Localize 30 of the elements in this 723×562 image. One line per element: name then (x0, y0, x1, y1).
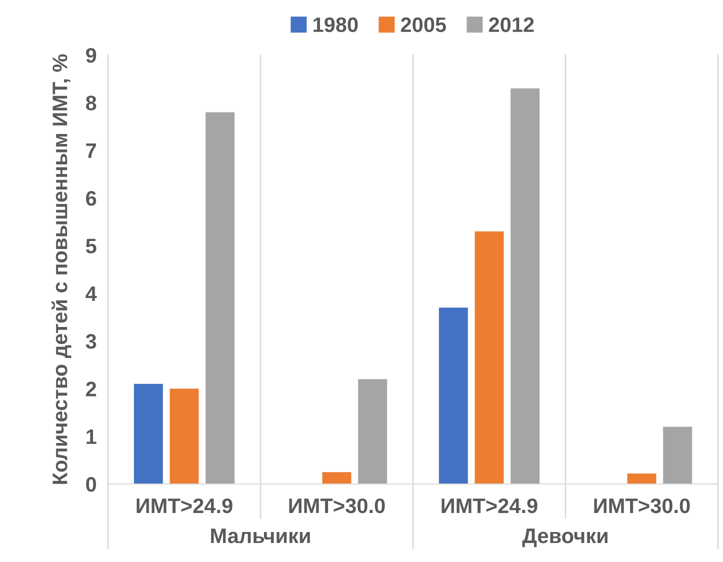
y-tick-label: 9 (86, 48, 96, 63)
bar (663, 426, 692, 484)
y-tick-label: 0 (86, 477, 96, 492)
text: Мальчики (211, 528, 310, 544)
y-tick-label: 8 (86, 96, 96, 110)
bar (627, 474, 656, 484)
bar (134, 384, 163, 484)
x-tick-label: ИМТ>24.9 (136, 498, 232, 514)
legend-label: 2005 (400, 17, 446, 32)
y-axis-title: Количество детей с повышенным ИМТ, % (52, 54, 72, 484)
text: Девочки (522, 528, 608, 548)
x-tick-label: ИМТ>24.9 (442, 498, 538, 514)
y-tick-label: 2 (86, 382, 96, 396)
y-tick-label: 3 (86, 334, 96, 349)
bar (322, 472, 352, 484)
y-tick-label: 1 (86, 430, 96, 444)
y-tick-label: 7 (86, 144, 96, 158)
bar (206, 112, 235, 484)
legend-label: 2012 (488, 17, 534, 32)
y-tick-label: 4 (86, 286, 97, 301)
bar (474, 231, 504, 484)
legend-label: 1980 (314, 17, 358, 32)
bar (358, 379, 388, 484)
bar (510, 88, 540, 484)
y-tick-label: 6 (86, 191, 96, 206)
bar (170, 388, 199, 484)
x-tick-label: ИМТ>30.0 (594, 498, 690, 514)
x-tick-label: ИМТ>30.0 (289, 498, 385, 514)
bar (438, 308, 468, 484)
y-tick-label: 5 (86, 238, 96, 254)
